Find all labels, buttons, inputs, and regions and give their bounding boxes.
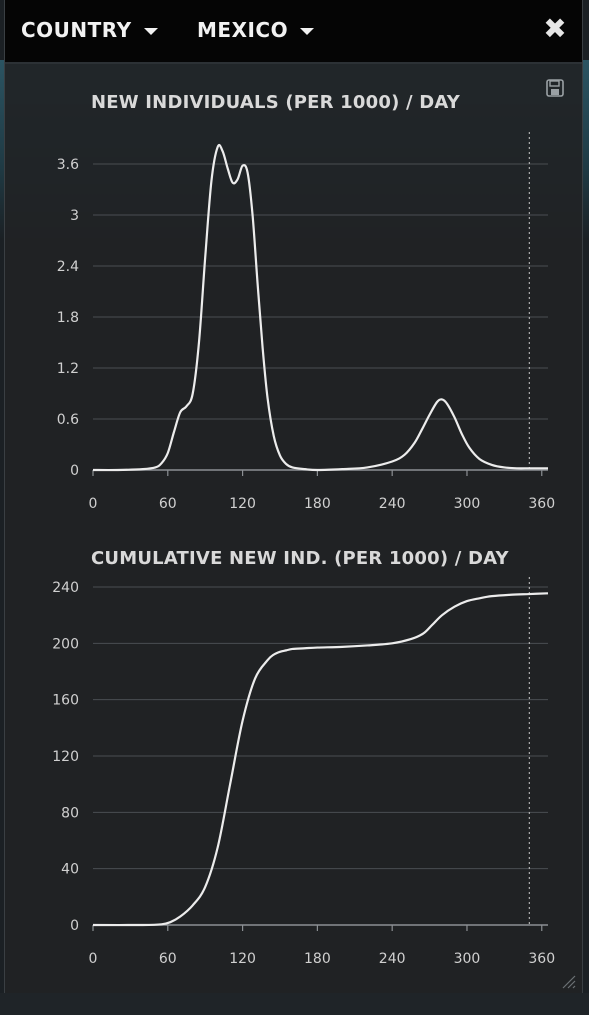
y-tick-label: 40 <box>61 862 79 878</box>
level-dropdown-label: COUNTRY <box>21 18 132 42</box>
series-line <box>92 592 549 927</box>
x-tick-label: 360 <box>528 951 555 967</box>
x-tick-label: 300 <box>454 496 481 512</box>
resize-grip-icon[interactable] <box>560 973 576 989</box>
y-tick-label: 1.2 <box>57 361 79 377</box>
country-dropdown[interactable]: MEXICO <box>197 18 315 42</box>
x-tick-label: 240 <box>379 951 406 967</box>
y-tick-label: 3 <box>70 208 79 224</box>
y-tick-label: 0.6 <box>57 412 79 428</box>
x-tick-label: 300 <box>454 951 481 967</box>
chevron-down-icon <box>300 27 315 35</box>
y-tick-label: 240 <box>52 580 79 596</box>
chevron-down-icon <box>143 27 158 35</box>
x-tick-label: 0 <box>89 951 98 967</box>
country-stats-panel: COUNTRY MEXICO ✖ NEW INDIVIDUALS (PER 10… <box>4 0 583 993</box>
y-tick-label: 1.8 <box>57 310 79 326</box>
y-tick-label: 3.6 <box>57 157 79 173</box>
series-line <box>92 143 548 472</box>
country-dropdown-label: MEXICO <box>197 18 289 42</box>
new-individuals-chart: 0 0.6 1.2 1.8 2.4 3 3.6 0 60 120 180 240 300 360 <box>57 132 555 512</box>
y-tick-label: 120 <box>52 749 79 765</box>
level-dropdown[interactable]: COUNTRY <box>21 18 158 42</box>
close-icon[interactable]: ✖ <box>543 12 567 45</box>
floppy-disk-icon[interactable] <box>545 78 565 98</box>
x-tick-label: 120 <box>229 496 256 512</box>
x-tick-label: 60 <box>159 951 177 967</box>
cumulative-chart: 0 40 80 120 160 200 240 0 60 120 180 240 300 360 <box>52 577 555 967</box>
y-tick-label: 80 <box>61 805 79 821</box>
x-tick-label: 180 <box>304 951 331 967</box>
chart-2-title: CUMULATIVE NEW IND. (PER 1000) / DAY <box>91 548 509 569</box>
x-tick-label: 360 <box>528 496 555 512</box>
x-tick-label: 60 <box>159 496 177 512</box>
x-tick-label: 120 <box>229 951 256 967</box>
y-tick-label: 0 <box>70 918 79 934</box>
x-tick-label: 180 <box>304 496 331 512</box>
panel-header: COUNTRY MEXICO ✖ <box>5 0 582 64</box>
x-tick-label: 240 <box>379 496 406 512</box>
chart-1-title: NEW INDIVIDUALS (PER 1000) / DAY <box>91 92 461 113</box>
y-tick-label: 2.4 <box>57 259 79 275</box>
y-tick-label: 160 <box>52 693 79 709</box>
y-tick-label: 0 <box>70 463 79 479</box>
x-tick-label: 0 <box>89 496 98 512</box>
y-tick-label: 200 <box>52 636 79 652</box>
